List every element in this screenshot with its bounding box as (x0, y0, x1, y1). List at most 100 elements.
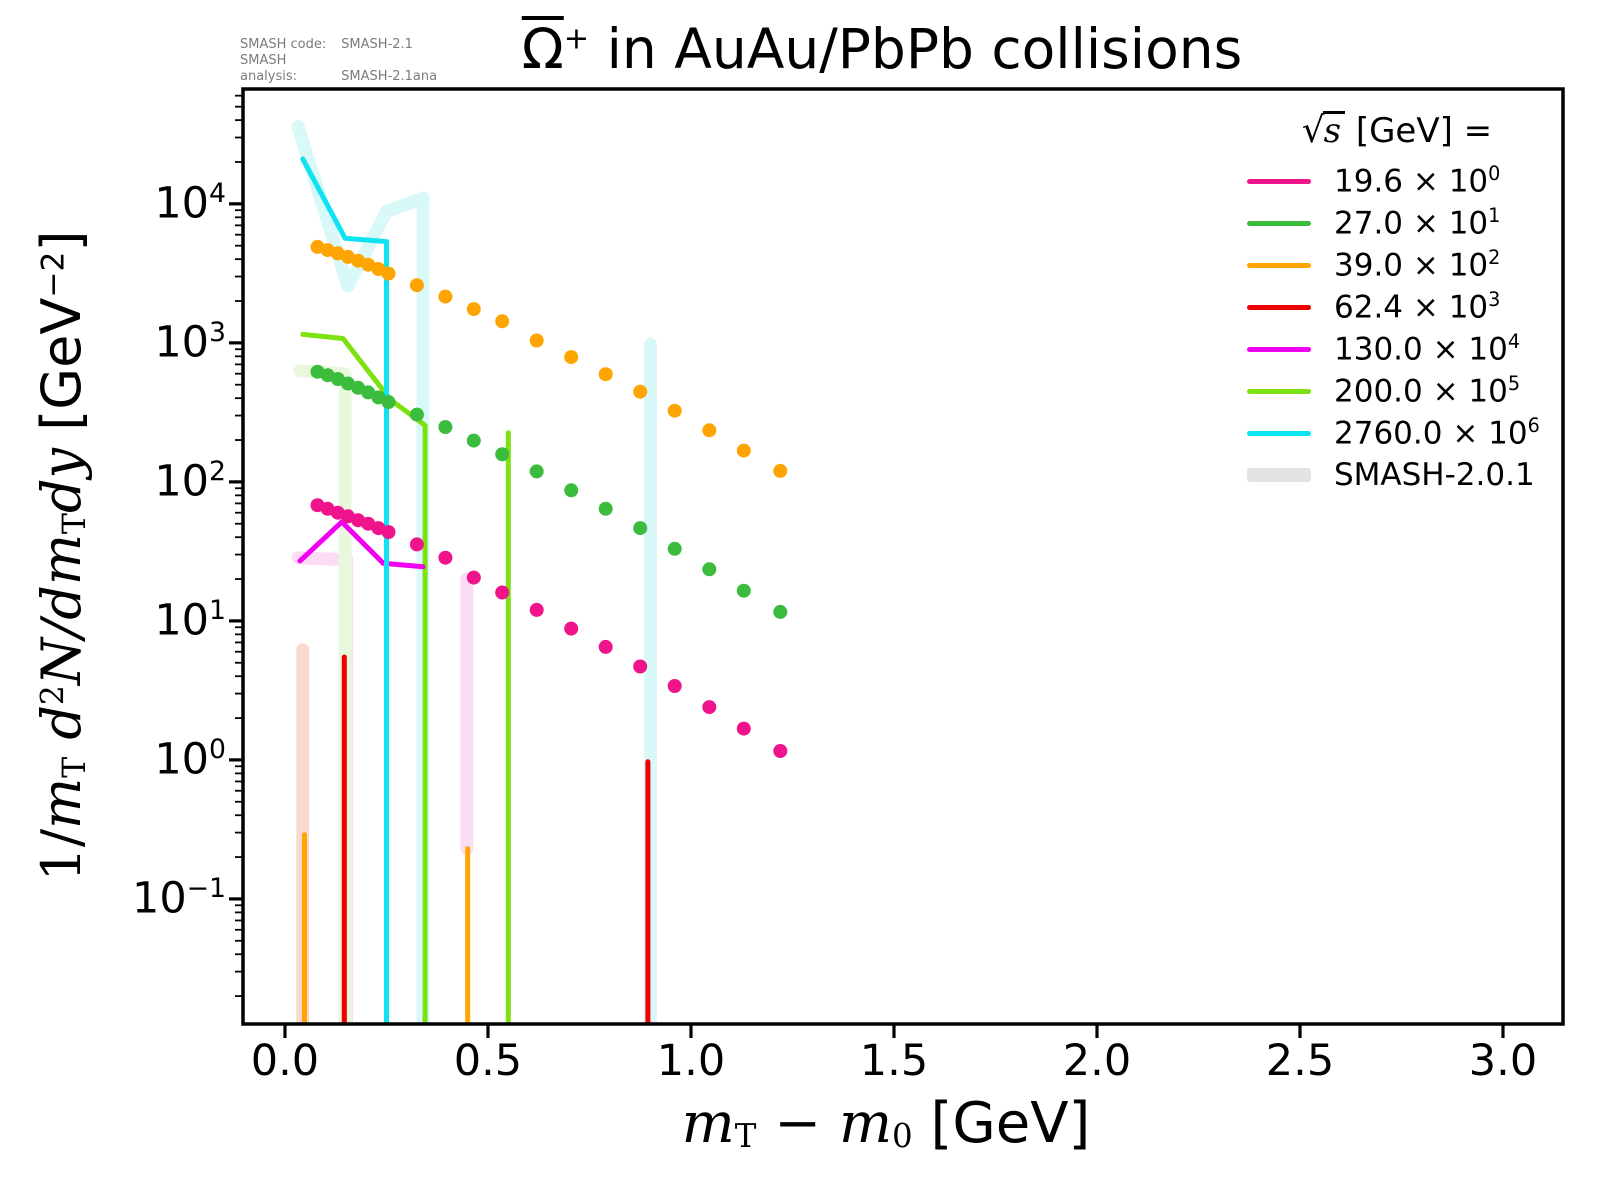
plot-title: Ω+ in AuAu/PbPb collisions (521, 16, 1243, 81)
label-part: [GeV] (912, 1091, 1091, 1156)
data-point-19p6 (529, 602, 544, 617)
series-62p4 (341, 654, 651, 1024)
legend-label: 19.6 × 100 (1334, 162, 1501, 200)
data-point-39 (702, 423, 717, 438)
label-part: 0 (892, 1117, 913, 1156)
legend-label: 2760.0 × 106 (1334, 414, 1540, 452)
data-point-19p6 (564, 621, 579, 636)
legend-swatch (1247, 262, 1311, 268)
data-point-27 (409, 407, 424, 422)
legend-title-unit: [GeV] = (1345, 111, 1493, 151)
label-part: m (681, 1091, 735, 1156)
data-point-19p6 (773, 744, 788, 758)
legend-items: 19.6 × 100 27.0 × 101 39.0 × 102 62.4 × 103… (1247, 160, 1547, 496)
data-point-39 (495, 314, 510, 329)
data-point-39 (381, 266, 396, 281)
data-point-19p6 (633, 659, 648, 674)
data-point-39 (633, 384, 648, 399)
series-130 (297, 519, 426, 570)
legend-label: 200.0 × 105 (1334, 372, 1521, 410)
legend-label: 27.0 × 101 (1334, 204, 1501, 242)
simulation-meta: SMASH code: SMASH-2.1 SMASH analysis: SM… (240, 37, 437, 85)
label-part: m (29, 777, 93, 829)
legend-label: SMASH-2.0.1 (1334, 456, 1535, 493)
label-part: d (29, 705, 93, 757)
title-text: in AuAu/PbPb collisions (589, 17, 1243, 81)
label-part: m (838, 1091, 893, 1156)
series-layer (291, 120, 788, 1024)
data-point-19p6 (438, 550, 453, 565)
label-part: [GeV (29, 297, 93, 448)
x-axis-label: mT − m0 [GeV] (681, 1091, 1091, 1156)
series-path-2760 (300, 156, 389, 1024)
legend-item-SMASH-2.0.1: SMASH-2.0.1 (1247, 454, 1547, 496)
data-point-39 (598, 367, 613, 382)
label-part: N (29, 637, 93, 686)
meta-row-code: SMASH code: SMASH-2.1 (240, 37, 437, 53)
data-point-39 (466, 302, 481, 317)
legend-item-27.0: 27.0 × 101 (1247, 202, 1547, 244)
data-point-27 (736, 583, 751, 598)
data-point-27 (598, 501, 613, 516)
series-27 (310, 364, 788, 619)
data-point-27 (667, 541, 682, 556)
data-point-39 (438, 289, 453, 304)
data-point-39 (564, 350, 579, 365)
data-point-27 (381, 395, 396, 410)
legend-label: 39.0 × 102 (1334, 246, 1501, 284)
data-point-27 (495, 447, 510, 462)
legend-item-200.0: 200.0 × 105 (1247, 370, 1547, 412)
legend-swatch (1247, 346, 1311, 352)
legend-swatch (1247, 388, 1311, 394)
series-2760 (300, 156, 389, 1024)
meta-label: SMASH analysis: (240, 53, 298, 84)
label-part: /d (29, 585, 93, 638)
label-part: m (29, 533, 93, 586)
data-point-19p6 (381, 525, 396, 540)
data-point-19p6 (466, 570, 481, 585)
label-part: ] (29, 230, 93, 252)
data-point-27 (633, 521, 648, 536)
series-39 (310, 239, 788, 478)
label-part: dy (29, 447, 93, 514)
sqrt-radical: √ (1301, 110, 1325, 151)
data-point-19p6 (702, 700, 717, 715)
legend-swatch (1247, 178, 1311, 184)
label-part: 2 (35, 685, 72, 706)
legend-swatch (1247, 220, 1311, 226)
data-point-19p6 (495, 585, 510, 600)
legend-item-39.0: 39.0 × 102 (1247, 244, 1547, 286)
series-smash201-130 (291, 551, 474, 1024)
label-part: − (756, 1091, 839, 1156)
label-part: T (734, 1117, 757, 1156)
meta-label: SMASH code: (240, 37, 327, 52)
legend-item-19.6: 19.6 × 100 (1247, 160, 1547, 202)
series-19p6 (310, 498, 788, 758)
series-39-spikes (302, 832, 471, 1024)
data-point-27 (529, 464, 544, 479)
legend-swatch (1247, 304, 1311, 310)
meta-row-analysis: SMASH analysis: SMASH-2.1ana (240, 53, 437, 85)
data-point-27 (702, 562, 717, 577)
legend-label: 62.4 × 103 (1334, 288, 1501, 326)
data-point-27 (564, 483, 579, 498)
legend: √s [GeV] = 19.6 × 100 27.0 × 101 39.0 × 10… (1247, 110, 1547, 496)
data-point-27 (773, 604, 788, 619)
meta-value: SMASH-2.1ana (341, 69, 438, 84)
legend-item-2760.0: 2760.0 × 106 (1247, 412, 1547, 454)
particle-symbol: Ω (521, 16, 564, 81)
particle-charge: + (563, 21, 590, 57)
data-point-19p6 (667, 679, 682, 693)
data-point-39 (409, 278, 424, 293)
legend-title: √s [GeV] = (1247, 110, 1547, 160)
legend-label: 130.0 × 104 (1334, 330, 1521, 368)
data-point-27 (466, 433, 481, 448)
label-part: 1/ (29, 828, 93, 882)
label-part: −2 (35, 251, 72, 298)
data-point-19p6 (409, 537, 424, 552)
y-axis-label: 1/mT d2N/dmTdy [GeV−2] (29, 230, 93, 882)
data-point-39 (773, 463, 788, 478)
data-point-27 (438, 420, 453, 434)
